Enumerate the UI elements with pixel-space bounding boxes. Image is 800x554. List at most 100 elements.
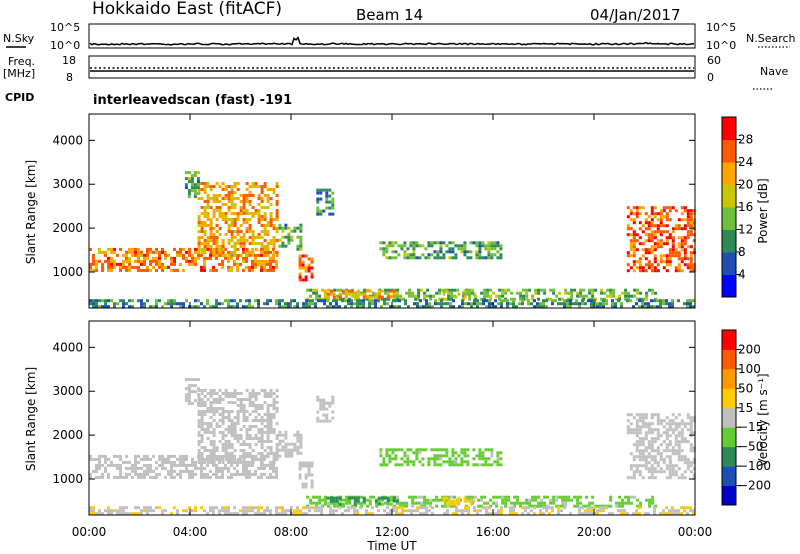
velocity-cell <box>653 458 657 462</box>
velocity-cell <box>680 431 684 435</box>
velocity-cell <box>324 498 328 502</box>
power-cell <box>635 248 639 252</box>
velocity-cell <box>269 431 273 434</box>
velocity-cell <box>425 506 428 510</box>
power-cell <box>119 247 122 251</box>
power-cell <box>206 256 209 260</box>
velocity-cell <box>378 498 382 502</box>
velocity-cell <box>552 495 556 499</box>
velocity-cell <box>623 509 626 513</box>
velocity-cell <box>248 452 252 455</box>
velocity-cell <box>242 458 246 461</box>
power-cell <box>242 206 246 209</box>
power-cell <box>463 253 467 257</box>
velocity-cell <box>680 440 684 444</box>
power-cell <box>689 215 693 219</box>
velocity-cell <box>284 430 288 434</box>
power-cell <box>215 194 219 197</box>
power-cell <box>468 288 472 292</box>
power-cell <box>206 200 210 203</box>
power-cell <box>266 302 269 306</box>
power-cell <box>263 253 266 257</box>
power-cell <box>149 262 152 266</box>
power-cell <box>230 185 234 188</box>
power-cell <box>626 251 630 255</box>
velocity-cell <box>272 463 275 467</box>
power-colorbar-swatch <box>722 207 736 230</box>
power-cell <box>218 185 222 188</box>
power-cell <box>227 206 231 209</box>
power-cell <box>251 253 254 257</box>
power-cell <box>218 227 222 230</box>
power-colorbar-swatch <box>722 117 736 140</box>
velocity-cell <box>197 458 201 461</box>
power-cell <box>579 288 583 292</box>
power-cell <box>331 191 335 195</box>
power-cell <box>347 289 351 293</box>
velocity-cell <box>218 413 222 416</box>
power-cell <box>260 218 264 221</box>
velocity-cell <box>212 419 216 422</box>
velocity-colorbar-swatch <box>722 446 736 467</box>
velocity-cell <box>533 512 536 516</box>
velocity-cell <box>560 509 563 513</box>
velocity-cell <box>179 457 182 461</box>
power-cell <box>653 230 657 234</box>
power-cell <box>95 302 98 306</box>
noise-tick-left-top: 10^5 <box>50 21 80 34</box>
velocity-cell <box>269 416 273 419</box>
velocity-cell <box>104 509 107 513</box>
velocity-cell <box>423 498 427 502</box>
velocity-cell <box>200 416 204 419</box>
velocity-cell <box>137 506 140 510</box>
velocity-cell <box>131 463 134 467</box>
velocity-cell <box>266 428 270 431</box>
power-cell <box>384 288 388 292</box>
power-cell <box>650 305 653 309</box>
velocity-cell <box>200 410 204 413</box>
velocity-cell <box>190 390 194 394</box>
power-cell <box>590 302 593 306</box>
power-cell <box>331 197 335 201</box>
velocity-cell <box>257 428 261 431</box>
velocity-cell <box>457 499 461 503</box>
power-cell <box>624 288 628 292</box>
power-cell <box>272 245 276 248</box>
power-cell <box>263 185 267 188</box>
power-cell <box>310 275 314 279</box>
velocity-cell <box>107 463 110 467</box>
velocity-cell <box>167 457 170 461</box>
power-cell <box>272 191 276 194</box>
velocity-cell <box>662 470 666 474</box>
velocity-cell <box>659 458 663 462</box>
velocity-cell <box>591 501 595 505</box>
velocity-cell <box>296 436 300 440</box>
power-cell <box>269 224 273 227</box>
velocity-cell <box>576 504 580 508</box>
velocity-cell <box>460 463 464 467</box>
power-cell <box>233 299 236 303</box>
velocity-cell <box>224 395 228 398</box>
power-cell <box>481 256 485 260</box>
power-cell <box>242 236 246 239</box>
velocity-cell <box>359 506 362 510</box>
velocity-cell <box>242 455 246 458</box>
x-tick-label: 00:00 <box>72 525 107 539</box>
power-cell <box>275 212 279 215</box>
velocity-colorbar-swatch <box>722 485 736 506</box>
power-cell <box>125 268 128 272</box>
velocity-cell <box>137 460 140 464</box>
velocity-cell <box>472 463 476 467</box>
velocity-cell <box>275 449 279 452</box>
freq-label: Freq. <box>8 55 35 68</box>
velocity-cell <box>428 509 431 513</box>
velocity-cell <box>638 425 642 429</box>
power-cell <box>434 302 437 306</box>
velocity-cell <box>605 506 608 510</box>
power-cell <box>197 236 201 239</box>
velocity-cell <box>128 466 131 470</box>
power-cell <box>445 244 449 248</box>
velocity-cell <box>260 440 264 443</box>
power-cell <box>230 299 233 303</box>
velocity-cell <box>275 509 278 513</box>
